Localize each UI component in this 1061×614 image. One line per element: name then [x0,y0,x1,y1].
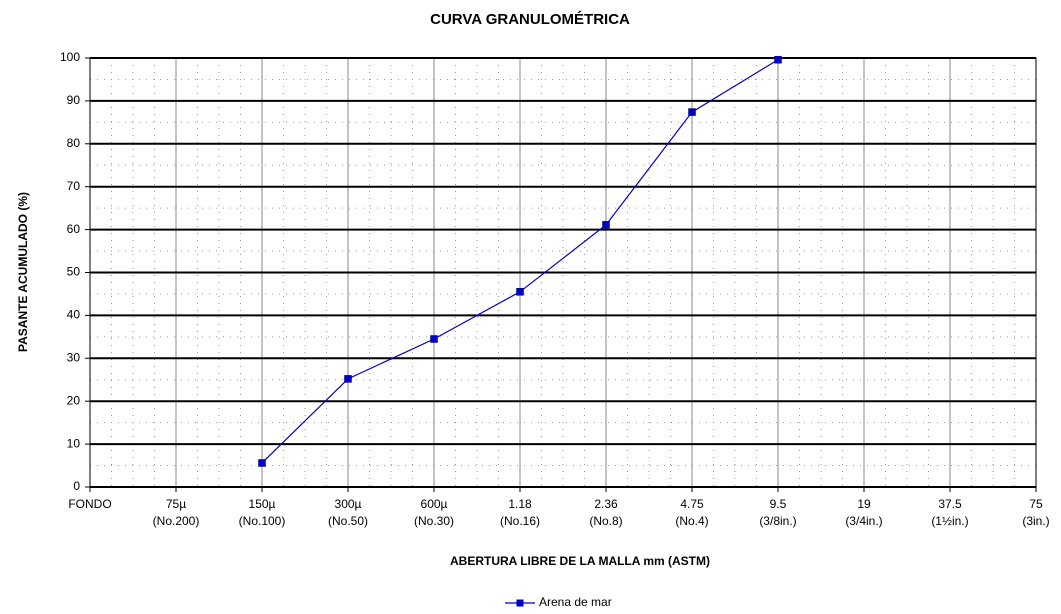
x-tick-label: (3/4in.) [845,514,882,528]
x-tick-label: 300µ [335,497,362,511]
x-tick-label: (3/8in.) [759,514,796,528]
legend-marker [516,599,524,607]
y-tick-label: 30 [67,350,81,364]
y-tick-label: 90 [67,93,81,107]
data-point [344,375,352,383]
x-tick-label: 2.36 [594,497,618,511]
x-tick-label: 600µ [421,497,448,511]
x-tick-label: 1.18 [508,497,532,511]
y-tick-label: 50 [67,265,81,279]
y-tick-label: 70 [67,179,81,193]
x-tick-label: 75 [1029,497,1043,511]
x-tick-label: 150µ [249,497,276,511]
y-tick-label: 80 [67,136,81,150]
data-point [688,108,696,116]
x-tick-label: (3in.) [1022,514,1049,528]
data-point [774,55,782,64]
y-tick-label: 40 [67,308,81,322]
plot-border [89,57,1037,488]
x-tick-label: (No.50) [328,514,368,528]
chart-title: CURVA GRANULOMÉTRICA [430,11,630,28]
x-tick-label: 9.5 [770,497,787,511]
data-point [516,288,524,296]
x-tick-label: (No.8) [589,514,622,528]
x-tick-label: (No.4) [675,514,708,528]
x-tick-label: FONDO [68,497,111,511]
y-tick-label: 10 [67,436,81,450]
data-point [258,459,266,467]
y-tick-label: 20 [67,393,81,407]
x-tick-label: (No.16) [500,514,540,528]
y-tick-label: 100 [60,50,80,64]
x-tick-label: (No.30) [414,514,454,528]
x-axis-label: ABERTURA LIBRE DE LA MALLA mm (ASTM) [450,554,710,568]
x-tick-label: (1½in.) [931,514,968,528]
data-point [602,221,610,229]
x-tick-label: 37.5 [938,497,962,511]
x-tick-label: (No.200) [153,514,200,528]
x-tick-label: 75µ [166,497,186,511]
data-point [430,335,438,343]
x-tick-label: (No.100) [239,514,286,528]
x-tick-label: 4.75 [680,497,704,511]
legend-label: Arena de mar [539,595,612,609]
y-tick-label: 60 [67,222,81,236]
y-tick-label: 0 [73,479,80,493]
x-tick-label: 19 [857,497,871,511]
y-axis-label: PASANTE ACUMULADO (%) [16,192,30,352]
